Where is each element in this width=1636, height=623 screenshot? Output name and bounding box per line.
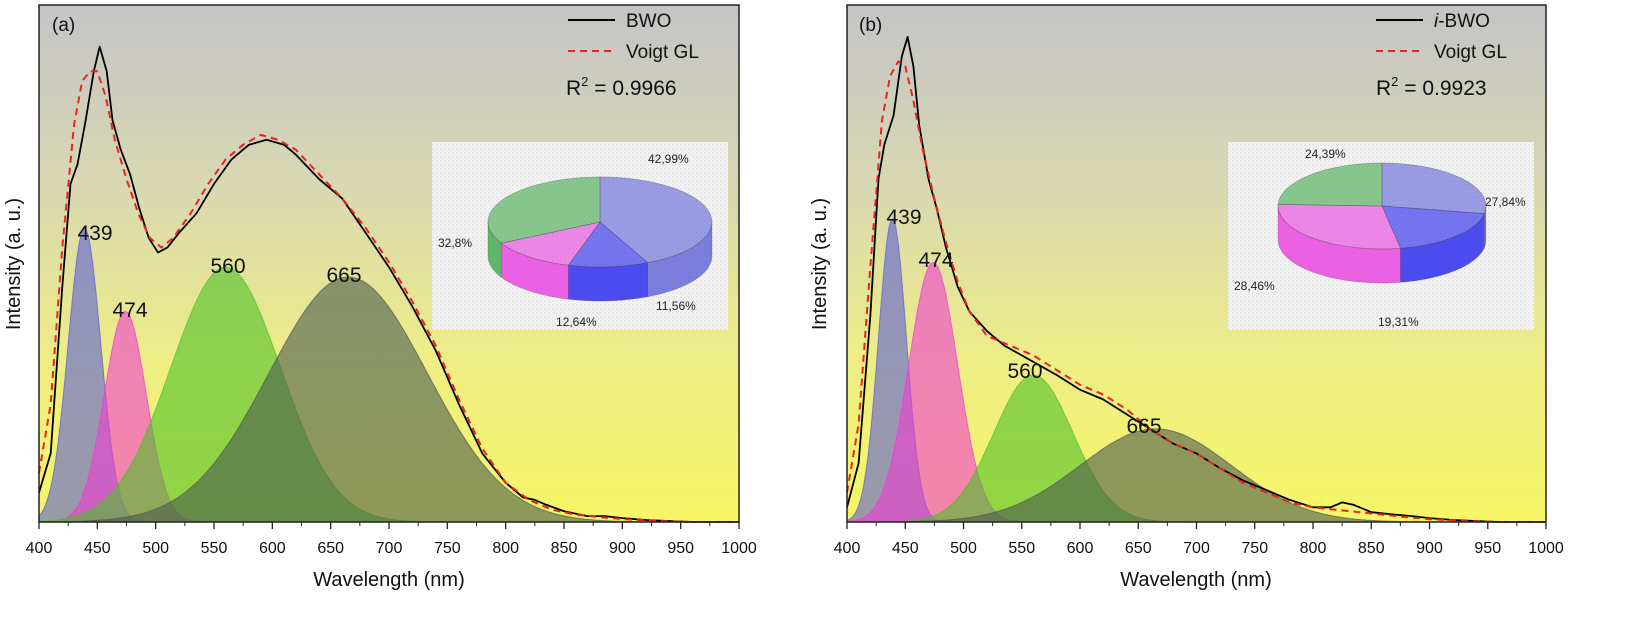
legend: BWO Voigt GL [568, 11, 699, 63]
legend-label-bwo: BWO [626, 11, 671, 32]
x-tick-label-800: 800 [492, 540, 519, 557]
x-tick-label-500: 500 [142, 540, 169, 557]
r2-superscript: 2 [1391, 74, 1398, 89]
x-tick-label-650: 650 [317, 540, 344, 557]
peak-labels: 439 474 560 665 [886, 206, 1161, 438]
x-tick-label-700: 700 [376, 540, 403, 557]
r2-value: = 0.9966 [588, 77, 676, 100]
x-tick-label-950: 950 [1474, 540, 1501, 557]
x-axis: 400 450 500 550 600 650 700 750 800 850 900 950 1000 [834, 522, 1564, 557]
peak-label-474: 474 [918, 249, 953, 272]
curves [38, 45, 739, 523]
x-tick-label-450: 450 [84, 540, 111, 557]
panel-b: 400 450 500 550 600 650 700 750 800 850 900 950 1000… [809, 4, 1564, 591]
peak-label-665: 665 [326, 264, 361, 287]
pie-slice-42,99% [599, 176, 713, 264]
x-tick-label-1000: 1000 [721, 540, 757, 557]
pie-slice-28,46% [1277, 204, 1402, 250]
pie-label-2: 12,64% [556, 315, 597, 329]
peak-label-474: 474 [112, 299, 147, 322]
x-tick-label-650: 650 [1125, 540, 1152, 557]
x-tick-label-450: 450 [892, 540, 919, 557]
peak-label-439: 439 [886, 206, 921, 229]
panel-a: 400 450 500 550 600 650 700 750 800 850 900 950 1000… [3, 4, 757, 591]
pie-inset: 42,99% 11,56% 12,64% 32,8% [432, 142, 728, 330]
legend: i-BWO Voigt GL [1376, 11, 1507, 63]
peak-label-560: 560 [1007, 360, 1042, 383]
x-tick-label-550: 550 [1008, 540, 1035, 557]
r-squared: R2 = 0.9923 [1376, 74, 1487, 100]
x-tick-label-950: 950 [667, 540, 694, 557]
legend-label-ibwo: i-BWO [1434, 11, 1490, 32]
legend-label-voigt: Voigt GL [626, 42, 699, 63]
x-tick-label-850: 850 [1358, 540, 1385, 557]
pie-slice-11,56% [567, 221, 649, 268]
peak-label-560: 560 [210, 255, 245, 278]
pie-label-3: 24,39% [1305, 147, 1346, 161]
x-tick-label-600: 600 [259, 540, 286, 557]
x-axis-title: Wavelength (nm) [313, 569, 465, 591]
x-tick-label-400: 400 [834, 540, 861, 557]
pie-slice-12,64% [500, 221, 601, 266]
pie-side-11,56% [568, 262, 648, 302]
panel-label: (a) [52, 15, 75, 36]
x-tick-label-900: 900 [609, 540, 636, 557]
pie-label-2: 28,46% [1234, 279, 1275, 293]
x-tick-label-550: 550 [201, 540, 228, 557]
x-tick-label-850: 850 [551, 540, 578, 557]
x-tick-label-750: 750 [1241, 540, 1268, 557]
panel-label: (b) [859, 15, 882, 36]
fit-curve [846, 60, 1546, 523]
pie-label-0: 42,99% [648, 152, 689, 166]
x-tick-label-500: 500 [950, 540, 977, 557]
pie-slice-27,84% [1381, 162, 1487, 214]
pie-slice-24,39% [1277, 162, 1383, 207]
fit-curve [38, 70, 739, 523]
x-axis-title: Wavelength (nm) [1120, 569, 1272, 591]
pie-label-1: 19,31% [1378, 315, 1419, 329]
x-tick-label-900: 900 [1416, 540, 1443, 557]
pie-label-3: 32,8% [438, 236, 472, 250]
pie-chart [487, 176, 713, 302]
x-tick-label-750: 750 [434, 540, 461, 557]
x-tick-label-800: 800 [1300, 540, 1327, 557]
x-tick-label-600: 600 [1067, 540, 1094, 557]
legend-label-voigt: Voigt GL [1434, 42, 1507, 63]
x-tick-label-400: 400 [26, 540, 53, 557]
peak-label-665: 665 [1126, 415, 1161, 438]
x-tick-label-700: 700 [1183, 540, 1210, 557]
legend-italic-i: i [1434, 11, 1439, 32]
pie-slice-32,8% [487, 176, 601, 244]
pie-chart [1277, 162, 1487, 284]
legend-bwo-rest: -BWO [1438, 11, 1490, 32]
r2-symbol: R [566, 77, 581, 100]
r2-superscript: 2 [581, 74, 588, 89]
curves [846, 36, 1546, 523]
r-squared: R2 = 0.9966 [566, 74, 677, 100]
pie-label-0: 27,84% [1485, 195, 1526, 209]
y-axis-title: Intensity (a. u.) [809, 198, 831, 330]
y-axis-title: Intensity (a. u.) [3, 198, 25, 330]
x-axis: 400 450 500 550 600 650 700 750 800 850 900 950 1000 [26, 522, 757, 557]
peak-label-439: 439 [77, 222, 112, 245]
r2-symbol: R [1376, 77, 1391, 100]
pie-slice-19,31% [1381, 205, 1485, 249]
pie-inset: 27,84% 19,31% 28,46% 24,39% [1228, 142, 1534, 330]
x-tick-label-1000: 1000 [1528, 540, 1564, 557]
pie-label-1: 11,56% [656, 299, 696, 313]
measured-curve [846, 36, 1546, 523]
r2-value: = 0.9923 [1398, 77, 1486, 100]
peak-labels: 439 474 560 665 [77, 222, 361, 322]
